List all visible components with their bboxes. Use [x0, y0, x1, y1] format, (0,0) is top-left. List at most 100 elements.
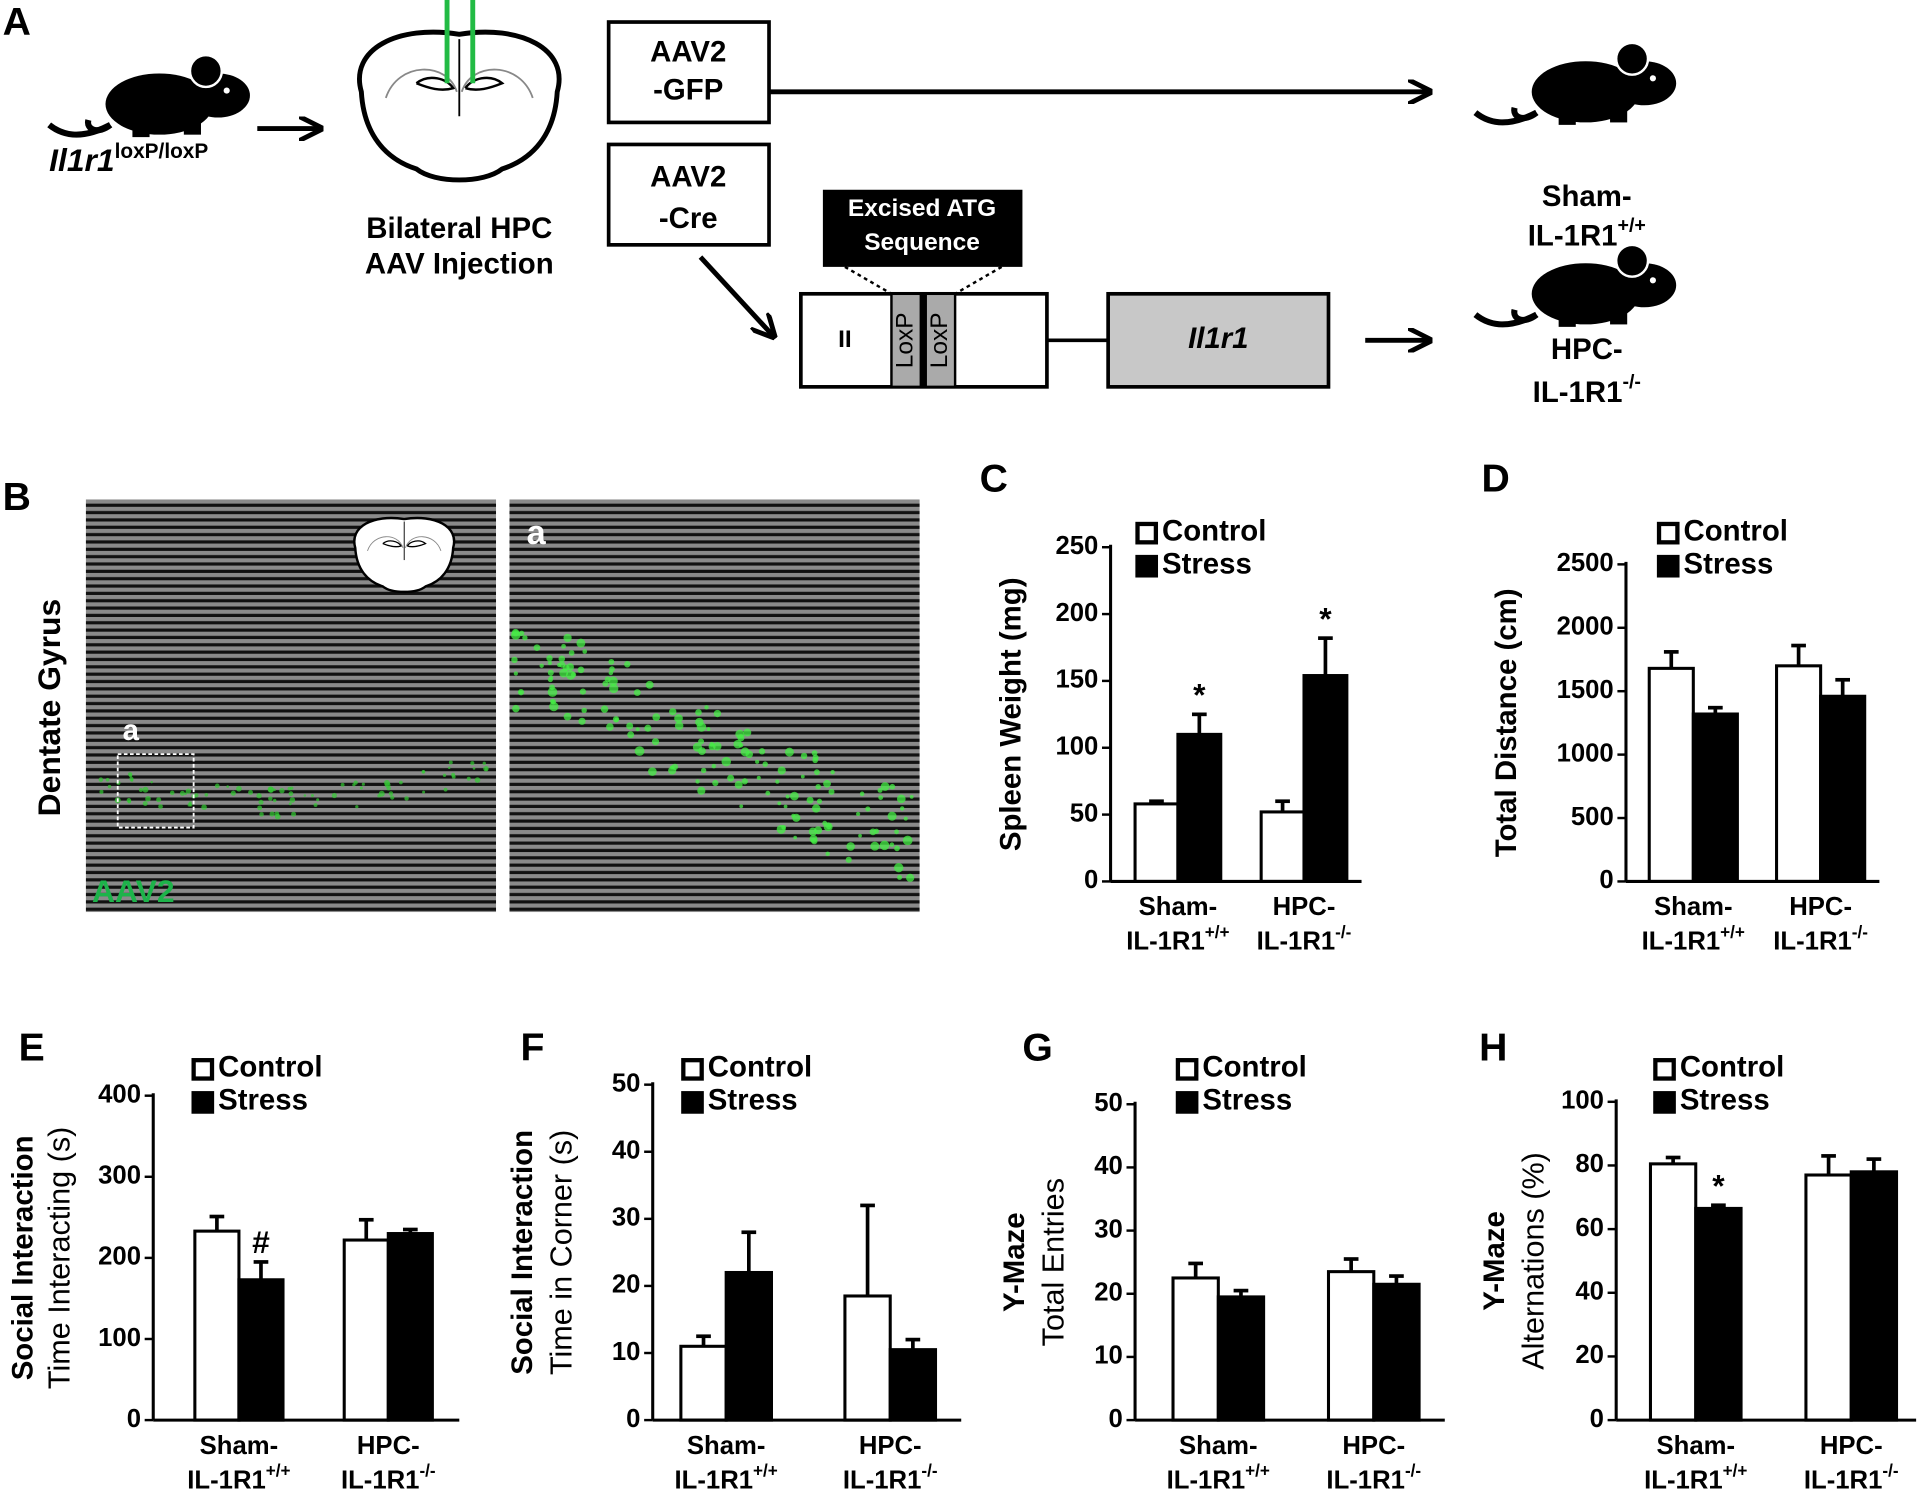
y-tick-label: 100 — [1561, 1087, 1604, 1115]
x-tick-label-sup: -/- — [1335, 921, 1351, 941]
green-dot — [470, 761, 475, 766]
loxp-label: LoxP — [926, 312, 953, 368]
green-dot — [608, 676, 618, 686]
green-dot — [269, 811, 275, 817]
green-dot — [845, 856, 852, 863]
green-dot — [894, 845, 900, 852]
green-dot — [756, 775, 761, 780]
y-tick-label: 500 — [1571, 803, 1614, 831]
y-tick-label: 300 — [98, 1162, 141, 1190]
x-tick-label-main: IL-1R1 — [1804, 1466, 1883, 1494]
y-tick-label: 30 — [1094, 1215, 1123, 1243]
green-dot — [451, 774, 456, 779]
green-dot — [614, 717, 619, 723]
green-dot — [274, 813, 281, 820]
green-dot — [624, 661, 631, 668]
green-dot — [609, 683, 619, 694]
bar — [1133, 802, 1180, 883]
legend-label: Control — [1162, 514, 1266, 547]
error-bar — [741, 1230, 757, 1273]
legend-swatch — [1656, 521, 1680, 545]
x-tick-label-sup: -/- — [1405, 1460, 1421, 1480]
legend-label: Stress — [1680, 1084, 1770, 1117]
green-dot — [792, 813, 801, 822]
green-dot — [288, 791, 294, 797]
green-dot — [781, 825, 787, 830]
green-dot — [513, 671, 518, 676]
loxp-site — [890, 292, 923, 389]
x-tick-label-main: IL-1R1 — [1257, 927, 1336, 955]
x-tick-label: Sham- — [687, 1432, 766, 1460]
virus-box — [606, 142, 771, 247]
green-dot — [604, 676, 611, 683]
arrow — [698, 255, 773, 337]
green-dot — [522, 635, 528, 641]
error-bar — [696, 1334, 711, 1347]
legend-label: Control — [1684, 514, 1788, 547]
green-dot — [830, 769, 835, 775]
green-dot — [793, 835, 798, 840]
green-dot — [823, 779, 831, 788]
green-dot — [600, 705, 609, 713]
green-dot — [142, 786, 149, 793]
green-dot — [563, 712, 572, 721]
green-dot — [563, 633, 572, 643]
x-tick-label-main: IL-1R1 — [1126, 927, 1205, 955]
x-tick-label-sup: -/- — [1882, 1460, 1898, 1480]
x-tick-label: IL-1R1+/+ — [187, 1460, 290, 1494]
green-dot — [608, 658, 615, 665]
green-dot — [790, 791, 799, 801]
excised-text: Excised ATG — [848, 195, 996, 222]
error-bar — [1866, 1157, 1882, 1172]
x-tick-label-main: IL-1R1 — [843, 1466, 922, 1494]
green-dot — [130, 778, 134, 782]
green-dot — [777, 766, 786, 775]
green-dot — [98, 777, 104, 782]
green-dot — [158, 804, 163, 809]
y-axis-label: Y-Maze — [998, 1212, 1031, 1312]
green-dot — [870, 841, 880, 851]
green-dot — [482, 761, 486, 765]
green-dot — [903, 816, 908, 821]
y-tick-label: 80 — [1575, 1150, 1604, 1178]
green-dot — [652, 713, 661, 721]
green-dot — [533, 644, 541, 652]
green-dot — [800, 752, 808, 760]
green-dot — [201, 804, 207, 811]
green-dot — [812, 757, 819, 764]
region-label: Dentate Gyrus — [31, 599, 67, 816]
green-dot — [626, 722, 634, 730]
y-tick-label: 40 — [1575, 1278, 1604, 1306]
significance: * — [1712, 1168, 1725, 1204]
injection-text: Bilateral HPC — [366, 212, 552, 245]
y-tick-label: 40 — [612, 1137, 641, 1165]
green-dot — [547, 669, 554, 676]
x-tick-label-main: IL-1R1 — [675, 1466, 754, 1494]
error-bar — [1149, 799, 1164, 804]
legend-label: Control — [708, 1051, 812, 1084]
green-dot — [828, 788, 835, 795]
y-tick-label: 20 — [1094, 1279, 1123, 1307]
y-axis-label: Alternations (%) — [1516, 1152, 1550, 1370]
green-dot — [608, 670, 614, 676]
green-dot — [738, 742, 744, 748]
genotype-name: Il1r1 — [49, 142, 114, 178]
x-tick-label-sup: +/+ — [1720, 921, 1745, 941]
virus-text: AAV2 — [650, 161, 726, 194]
x-tick-label-main: IL-1R1 — [1773, 927, 1852, 955]
atg — [920, 293, 926, 387]
green-dot — [698, 738, 705, 745]
virus-text: AAV2 — [650, 36, 726, 69]
green-dot — [669, 708, 677, 716]
y-tick-label: 0 — [1590, 1405, 1604, 1433]
y-tick-label: 20 — [612, 1271, 641, 1299]
green-dot — [466, 776, 471, 781]
panel-label: C — [980, 457, 1008, 500]
green-dot — [313, 803, 318, 807]
y-axis-label: Social Interaction — [506, 1130, 539, 1375]
group-label: IL-1R1+/+ — [1528, 215, 1646, 253]
x-tick-label-sup: +/+ — [266, 1460, 291, 1480]
green-dot — [170, 790, 175, 796]
legend-swatch — [1175, 1091, 1199, 1114]
